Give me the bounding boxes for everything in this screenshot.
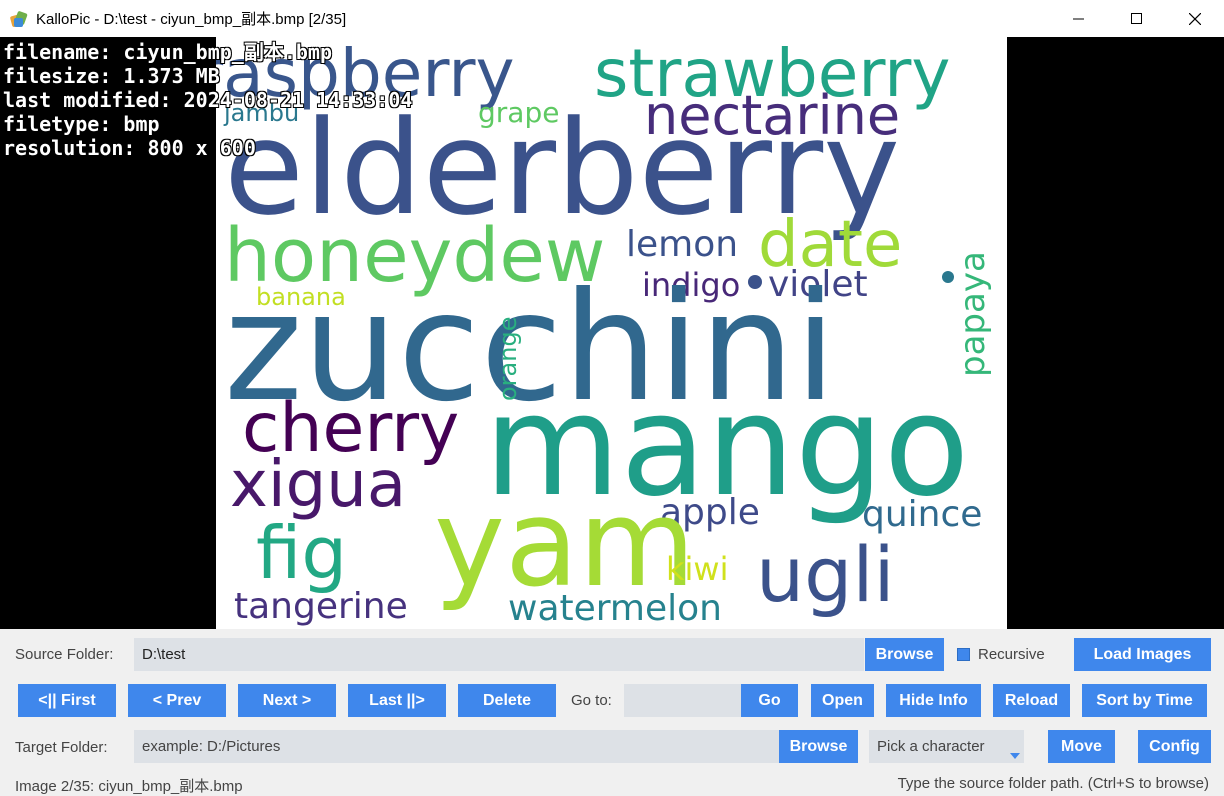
cloud-dot bbox=[748, 275, 762, 289]
cloud-word: grape bbox=[478, 96, 560, 129]
source-folder-input[interactable]: D:\test bbox=[134, 638, 864, 671]
cloud-word: quince bbox=[862, 494, 983, 535]
source-folder-label: Source Folder: bbox=[15, 646, 114, 663]
cloud-word: lemon bbox=[626, 224, 739, 265]
cloud-word: raspberry bbox=[216, 37, 515, 112]
cloud-word: mango bbox=[484, 365, 970, 528]
image-viewer[interactable]: raspberry strawberry elderberry nectarin… bbox=[0, 37, 1224, 629]
cloud-word: violet bbox=[768, 264, 868, 305]
reload-button[interactable]: Reload bbox=[993, 684, 1070, 717]
app-icon bbox=[9, 10, 28, 28]
cloud-word: apple bbox=[660, 492, 760, 533]
status-left: Image 2/35: ciyun_bmp_副本.bmp bbox=[15, 778, 243, 795]
cloud-word: orange bbox=[494, 316, 522, 401]
cloud-word: zucchini bbox=[224, 261, 837, 435]
cloud-word: honeydew bbox=[224, 213, 606, 299]
cloud-word: elderberry bbox=[224, 92, 901, 244]
recursive-label: Recursive bbox=[978, 646, 1045, 663]
cloud-word: fig bbox=[256, 511, 348, 595]
close-icon bbox=[1189, 12, 1201, 25]
cloud-word: ugli bbox=[756, 530, 895, 619]
next-button[interactable]: Next > bbox=[238, 684, 336, 717]
cloud-word: yam bbox=[434, 475, 696, 614]
cloud-word: cherry bbox=[242, 389, 460, 468]
info-filetype: filetype: bmp bbox=[3, 112, 160, 136]
image-info-overlay: filename: ciyun_bmp_副本.bmp filesize: 1.3… bbox=[3, 40, 412, 160]
config-button[interactable]: Config bbox=[1138, 730, 1211, 763]
cloud-word: indigo bbox=[642, 266, 741, 304]
cloud-word: tangerine bbox=[234, 586, 408, 627]
chevron-down-icon bbox=[1010, 753, 1020, 759]
delete-button[interactable]: Delete bbox=[458, 684, 556, 717]
sort-by-time-button[interactable]: Sort by Time bbox=[1082, 684, 1207, 717]
minimize-icon bbox=[1073, 18, 1084, 19]
cloud-word: kiwi bbox=[666, 550, 729, 588]
info-resolution: resolution: 800 x 600 bbox=[3, 136, 256, 160]
window-title: KalloPic - D:\test - ciyun_bmp_副本.bmp [2… bbox=[36, 11, 347, 28]
info-filesize: filesize: 1.373 MB bbox=[3, 64, 220, 88]
target-browse-button[interactable]: Browse bbox=[779, 730, 858, 763]
cloud-word: papaya bbox=[953, 251, 993, 377]
cloud-dot bbox=[942, 271, 954, 283]
maximize-icon bbox=[1131, 12, 1142, 24]
move-button[interactable]: Move bbox=[1048, 730, 1115, 763]
status-right: Type the source folder path. (Ctrl+S to … bbox=[897, 775, 1209, 792]
word-cloud-image: raspberry strawberry elderberry nectarin… bbox=[216, 37, 1007, 629]
target-folder-label: Target Folder: bbox=[15, 739, 108, 756]
hide-info-button[interactable]: Hide Info bbox=[886, 684, 981, 717]
cloud-word: jambu bbox=[224, 99, 300, 127]
last-button[interactable]: Last ||> bbox=[348, 684, 446, 717]
cloud-word: banana bbox=[256, 283, 346, 311]
source-browse-button[interactable]: Browse bbox=[865, 638, 944, 671]
info-modified: last modified: 2024-08-21 14:33:04 bbox=[3, 88, 413, 112]
prev-button[interactable]: < Prev bbox=[128, 684, 226, 717]
control-panel: Source Folder: D:\test Browse Recursive … bbox=[0, 629, 1224, 796]
close-button[interactable] bbox=[1166, 0, 1224, 37]
recursive-checkbox[interactable] bbox=[957, 648, 970, 661]
cloud-word: xigua bbox=[230, 448, 407, 522]
cloud-word: watermelon bbox=[508, 588, 722, 629]
cloud-word: nectarine bbox=[644, 84, 901, 147]
character-select[interactable]: Pick a character bbox=[869, 730, 1024, 763]
go-button[interactable]: Go bbox=[741, 684, 798, 717]
load-images-button[interactable]: Load Images bbox=[1074, 638, 1211, 671]
cloud-word: strawberry bbox=[594, 37, 951, 112]
info-filename: filename: ciyun_bmp_副本.bmp bbox=[3, 40, 332, 64]
target-folder-input[interactable]: example: D:/Pictures bbox=[134, 730, 779, 763]
title-bar: KalloPic - D:\test - ciyun_bmp_副本.bmp [2… bbox=[0, 0, 1224, 37]
goto-input[interactable] bbox=[624, 684, 741, 717]
maximize-button[interactable] bbox=[1108, 0, 1166, 37]
minimize-button[interactable] bbox=[1050, 0, 1108, 37]
goto-label: Go to: bbox=[571, 692, 612, 709]
first-button[interactable]: <|| First bbox=[18, 684, 116, 717]
cloud-word: date bbox=[758, 208, 903, 282]
open-button[interactable]: Open bbox=[811, 684, 874, 717]
character-select-value: Pick a character bbox=[877, 738, 985, 755]
